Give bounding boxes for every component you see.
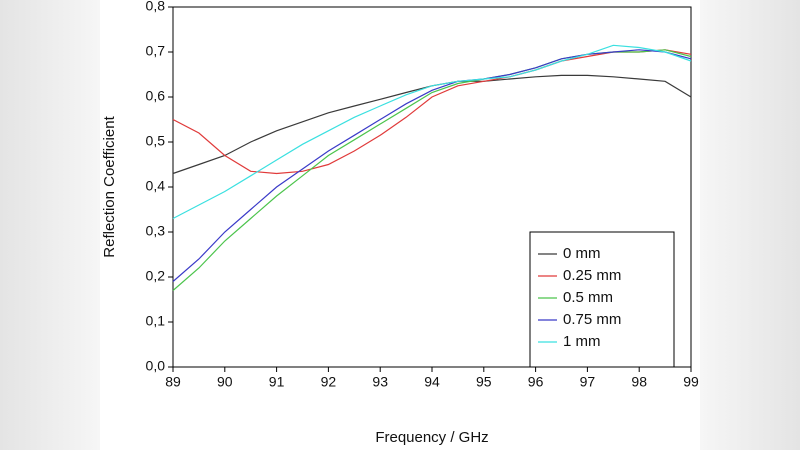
y-tick-label: 0,2 <box>146 268 166 284</box>
series-line <box>172 49 692 282</box>
y-tick-label: 0,4 <box>146 178 166 194</box>
y-tick-label: 0,5 <box>146 133 166 149</box>
x-tick-label: 98 <box>631 374 647 390</box>
x-tick-label: 97 <box>580 374 596 390</box>
x-tick-label: 99 <box>683 374 699 390</box>
x-tick-label: 90 <box>217 374 233 390</box>
side-panel <box>0 0 100 450</box>
x-tick-label: 92 <box>321 374 337 390</box>
x-tick-label: 93 <box>372 374 388 390</box>
x-axis-title: Frequency / GHz <box>375 429 488 446</box>
y-tick-label: 0,0 <box>146 358 166 374</box>
series-line <box>172 49 692 175</box>
legend-label: 0.25 mm <box>563 267 621 284</box>
legend-label: 0.75 mm <box>563 311 621 328</box>
series-line <box>172 44 692 220</box>
y-tick-label: 0,6 <box>146 88 166 104</box>
legend-label: 0 mm <box>563 245 601 262</box>
x-tick-label: 96 <box>528 374 544 390</box>
y-axis-title: Reflection Coefficient <box>101 115 118 257</box>
y-tick-label: 0,7 <box>146 43 166 59</box>
y-tick-label: 0,8 <box>146 0 166 14</box>
legend-label: 0.5 mm <box>563 289 613 306</box>
y-tick-label: 0,3 <box>146 223 166 239</box>
x-tick-label: 94 <box>424 374 440 390</box>
side-panel <box>700 0 800 450</box>
x-tick-label: 91 <box>269 374 285 390</box>
legend-label: 1 mm <box>563 333 601 350</box>
y-tick-label: 0,1 <box>146 313 166 329</box>
x-tick-label: 89 <box>165 374 181 390</box>
x-tick-label: 95 <box>476 374 492 390</box>
